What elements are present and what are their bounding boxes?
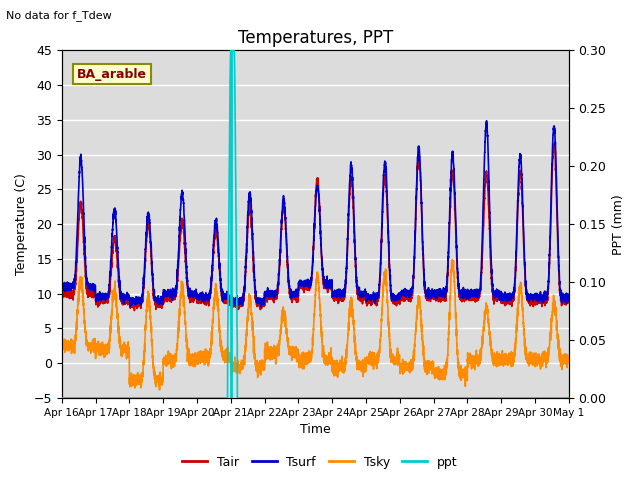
Legend: Tair, Tsurf, Tsky, ppt: Tair, Tsurf, Tsky, ppt bbox=[177, 451, 463, 474]
Text: BA_arable: BA_arable bbox=[77, 68, 147, 81]
X-axis label: Time: Time bbox=[300, 423, 331, 436]
Y-axis label: PPT (mm): PPT (mm) bbox=[612, 194, 625, 254]
Y-axis label: Temperature (C): Temperature (C) bbox=[15, 173, 28, 275]
Title: Temperatures, PPT: Temperatures, PPT bbox=[237, 29, 393, 48]
Text: No data for f_Tdew: No data for f_Tdew bbox=[6, 10, 112, 21]
